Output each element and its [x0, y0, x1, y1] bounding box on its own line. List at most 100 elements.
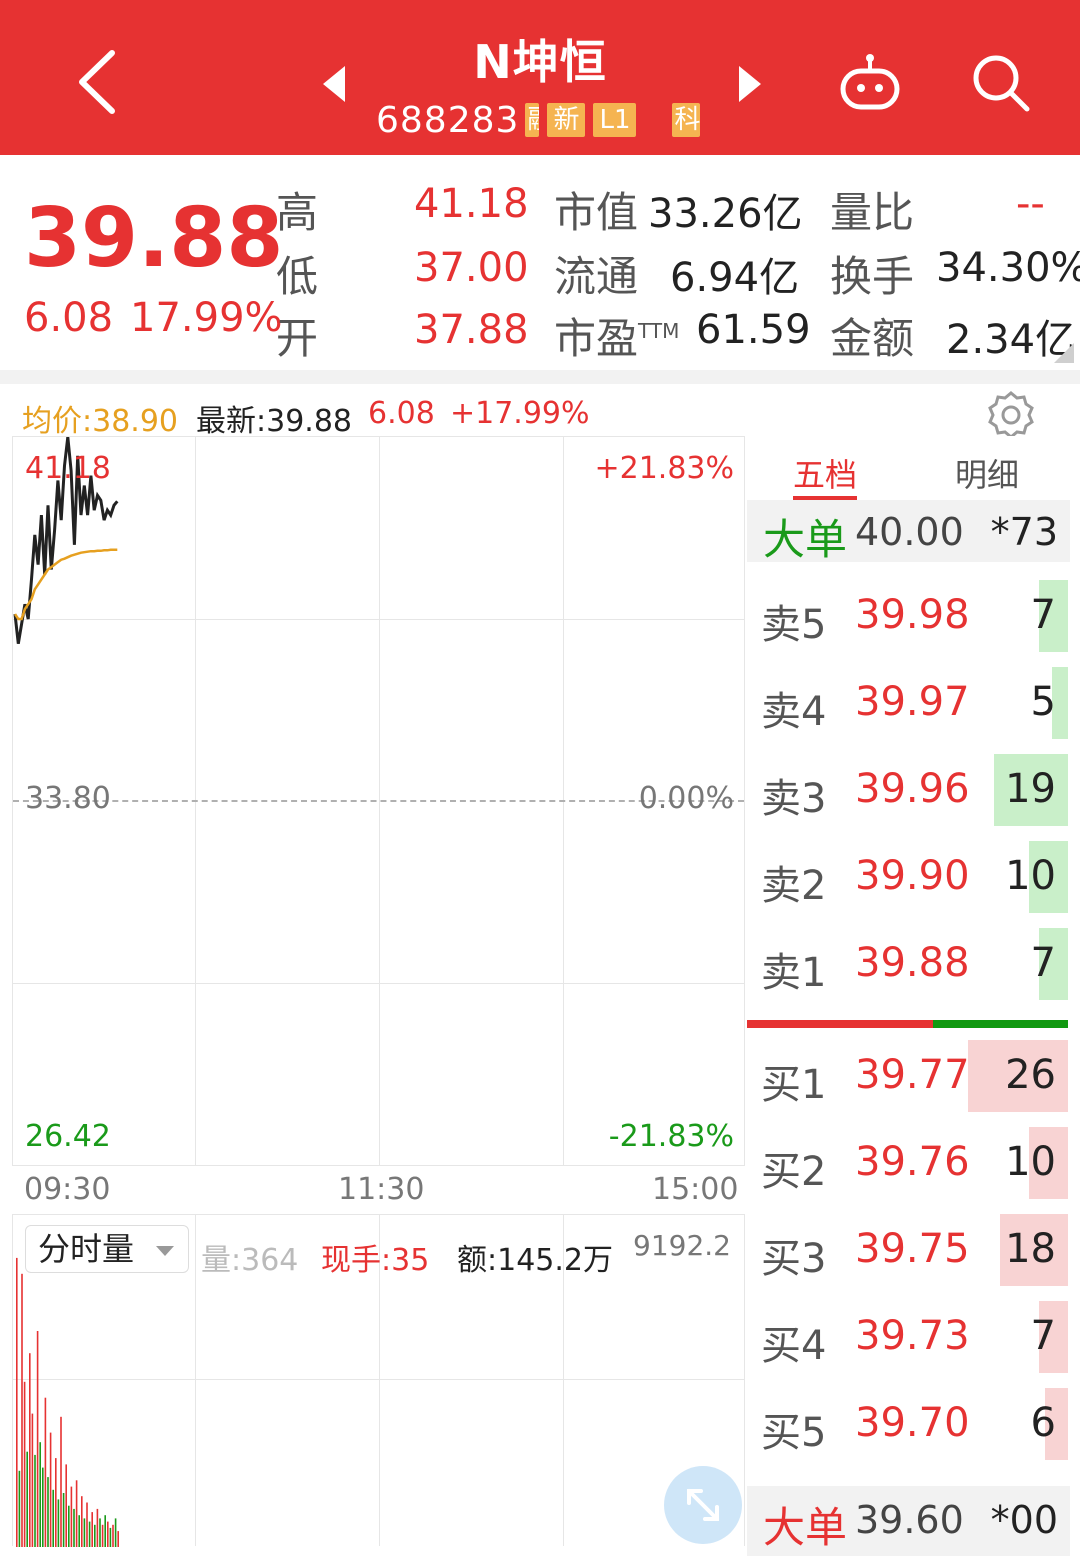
pe-ttm-sup: TTM — [638, 319, 680, 343]
sell-level-row[interactable]: 卖4 39.97 5 — [745, 665, 1068, 741]
buy-level-price: 39.70 — [855, 1400, 970, 1446]
mkt-cap-label: 市值 — [554, 188, 639, 237]
turnover-label: 换手 — [830, 252, 915, 301]
quote-panel: 39.88 6.08 17.99% 高 低 开 41.18 37.00 37.8… — [0, 155, 1080, 370]
volume-value: 量:364 — [201, 1243, 299, 1278]
latest-price: 最新:39.88 — [196, 404, 352, 439]
vol-ratio-value: -- — [1016, 181, 1045, 227]
amount-value: 2.34亿 — [946, 317, 1076, 363]
volume-bar — [86, 1502, 88, 1547]
volume-bar — [31, 1413, 34, 1547]
volume-bar — [62, 1493, 65, 1547]
current-price: 39.88 — [24, 191, 284, 286]
volume-bar — [52, 1489, 54, 1547]
volume-bar — [34, 1454, 36, 1547]
volume-amount: 额:145.2万 — [457, 1243, 613, 1278]
buy-volume-bar — [1029, 1127, 1068, 1199]
sell-volume-bar — [1052, 667, 1068, 739]
vol-ratio-label: 量比 — [830, 188, 915, 237]
price-change: 6.08 — [24, 295, 114, 341]
low-label: 低 — [276, 252, 319, 301]
buy-level-label: 买4 — [761, 1323, 827, 1369]
stock-code: 688283 — [376, 99, 520, 141]
buy-level-label: 买2 — [761, 1149, 827, 1195]
volume-type-select[interactable]: 分时量 — [25, 1225, 189, 1273]
robot-icon[interactable] — [832, 48, 908, 118]
volume-bar — [78, 1515, 80, 1547]
tab-five-levels[interactable]: 五档 — [793, 456, 858, 494]
turnover-value: 34.30% — [936, 245, 1080, 291]
volume-bar — [26, 1451, 28, 1547]
open-label: 开 — [276, 314, 319, 363]
prev-stock-icon[interactable] — [312, 58, 356, 110]
expand-icon — [687, 1489, 719, 1521]
chevron-down-icon — [156, 1246, 174, 1256]
stock-code-row: 688283 融 新 L1 科 — [376, 98, 701, 142]
expand-corner-icon[interactable] — [1054, 343, 1074, 363]
grid-v — [379, 1215, 380, 1546]
sell-level-vol: 19 — [1005, 766, 1056, 812]
buy-level-vol: 7 — [1030, 1313, 1056, 1359]
volume-bar — [70, 1486, 73, 1547]
buy-level-row[interactable]: 买2 39.76 10 — [745, 1125, 1068, 1201]
sell-level-label: 卖3 — [761, 776, 827, 822]
fullscreen-button[interactable] — [664, 1466, 742, 1544]
volume-bar — [55, 1458, 57, 1547]
stock-name: N坤恒 — [473, 35, 607, 89]
buy-level-row[interactable]: 买3 39.75 18 — [745, 1212, 1068, 1288]
volume-bar — [83, 1518, 86, 1547]
tab-detail[interactable]: 明细 — [955, 456, 1020, 494]
volume-chart[interactable]: 分时量 量:364 现手:35 额:145.2万 9192.2 — [12, 1214, 745, 1547]
sell-level-price: 39.90 — [855, 853, 970, 899]
volume-bar — [36, 1331, 39, 1547]
pct-mid-label: 0.00% — [638, 781, 734, 816]
next-stock-icon[interactable] — [728, 58, 772, 110]
chart-info-bar: 均价:38.90 最新:39.88 6.08 +17.99% — [0, 384, 1080, 439]
buy-level-row[interactable]: 买1 39.77 26 — [745, 1038, 1068, 1114]
volume-bar — [112, 1524, 114, 1547]
volume-bar — [73, 1508, 75, 1547]
sell-level-vol: 7 — [1030, 592, 1056, 638]
volume-type-label: 分时量 — [38, 1230, 135, 1268]
sell-level-row[interactable]: 卖1 39.88 7 — [745, 926, 1068, 1002]
buy-volume-bar — [1045, 1388, 1068, 1460]
big-sell-order: 大单 40.00 *73 — [747, 500, 1070, 564]
intraday-chart[interactable]: 41.18 33.80 26.42 +21.83% 0.00% -21.83% — [12, 436, 745, 1166]
sell-level-row[interactable]: 卖3 39.96 19 — [745, 752, 1068, 828]
tag-new: 新 — [547, 103, 586, 137]
tag-l1: L1 — [593, 103, 637, 137]
buy-volume-bar — [968, 1040, 1068, 1112]
tab-indicator — [793, 496, 857, 500]
buy-level-label: 买3 — [761, 1236, 827, 1282]
sell-level-vol: 5 — [1030, 679, 1056, 725]
time-label-mid: 11:30 — [338, 1172, 425, 1207]
search-icon[interactable] — [966, 48, 1036, 118]
price-plot — [13, 437, 119, 644]
big-sell-vol: *73 — [990, 510, 1058, 554]
gear-icon[interactable] — [986, 390, 1036, 440]
y-mid-label: 33.80 — [25, 781, 111, 816]
sell-level-price: 39.96 — [855, 766, 970, 812]
sell-level-price: 39.97 — [855, 679, 970, 725]
big-buy-order: 大单 39.60 *00 — [747, 1486, 1070, 1556]
price-line — [13, 437, 119, 644]
volume-bar — [21, 1273, 23, 1547]
grid-h — [13, 983, 744, 984]
high-value: 41.18 — [414, 181, 529, 227]
grid-h — [13, 1379, 744, 1380]
back-arrow-icon[interactable] — [62, 42, 132, 122]
big-buy-price: 39.60 — [855, 1498, 964, 1542]
latest-change: 6.08 — [368, 396, 435, 431]
volume-plot — [16, 1257, 119, 1547]
big-buy-label: 大单 — [763, 1503, 848, 1552]
sell-level-label: 卖2 — [761, 863, 827, 909]
buy-level-row[interactable]: 买5 39.70 6 — [745, 1386, 1068, 1462]
buy-level-label: 买1 — [761, 1062, 827, 1108]
latest-change-pct: +17.99% — [450, 396, 590, 431]
section-divider — [0, 370, 1080, 384]
buy-level-row[interactable]: 买4 39.73 7 — [745, 1299, 1068, 1375]
volume-bar — [16, 1257, 18, 1547]
volume-bar — [81, 1496, 83, 1547]
sell-level-row[interactable]: 卖5 39.98 7 — [745, 578, 1068, 654]
sell-level-row[interactable]: 卖2 39.90 10 — [745, 839, 1068, 915]
